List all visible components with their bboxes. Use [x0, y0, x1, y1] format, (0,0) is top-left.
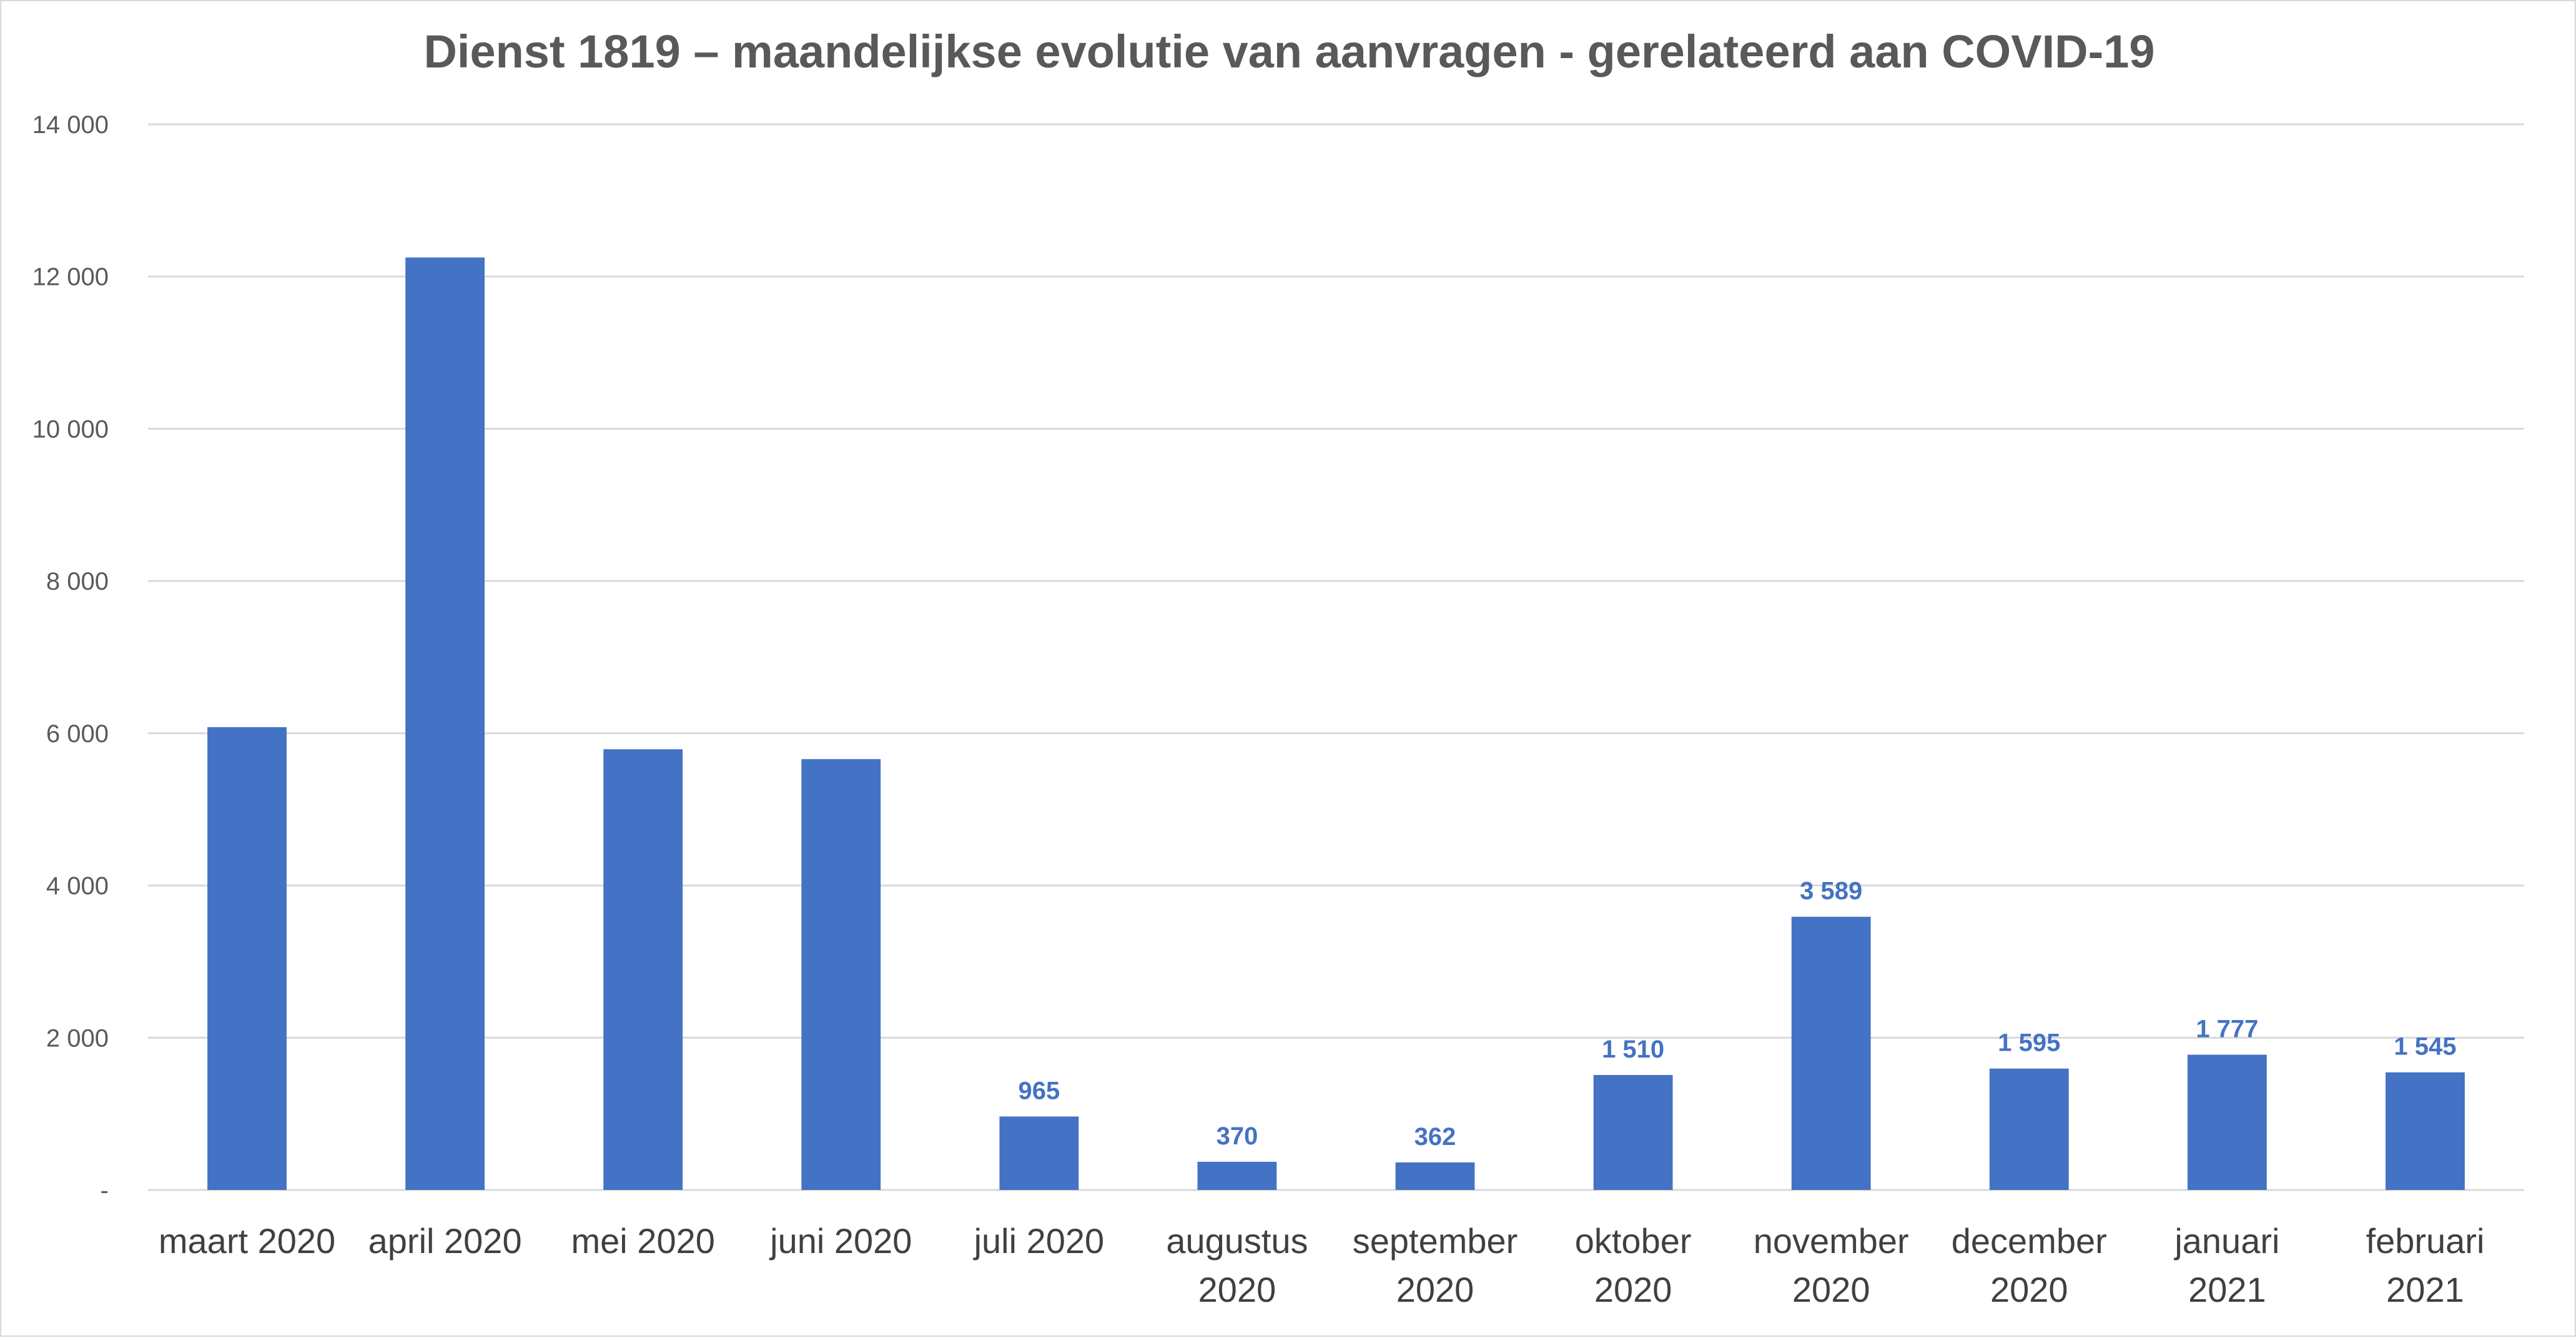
y-tick-label: 14 000: [32, 111, 109, 139]
x-axis-ticks: maart 2020 april 2020 mei 2020 juni 2020 jul…: [159, 1221, 2484, 1309]
x-tick-label: 2020: [1990, 1270, 2068, 1309]
data-label: 370: [1216, 1122, 1258, 1150]
data-label: 1 510: [1602, 1036, 1664, 1063]
gridlines: [148, 123, 2524, 1191]
x-tick-label: november: [1754, 1221, 1909, 1261]
x-tick-label: april 2020: [368, 1221, 522, 1261]
bar: [2187, 1054, 2267, 1190]
bar: [1197, 1161, 1277, 1190]
bar: [1593, 1074, 1673, 1190]
y-tick-label: 10 000: [32, 415, 109, 443]
bar: [1989, 1068, 2069, 1190]
y-tick-label: 8 000: [46, 568, 109, 595]
x-tick-label: juli 2020: [973, 1221, 1105, 1261]
x-tick-label: 2021: [2188, 1270, 2266, 1309]
bar: [2386, 1072, 2465, 1190]
x-tick-label: maart 2020: [159, 1221, 335, 1261]
chart-title: Dienst 1819 – maandelijkse evolutie van …: [423, 26, 2155, 77]
x-tick-label: januari: [2173, 1221, 2279, 1261]
x-tick-label: 2020: [1198, 1270, 1276, 1309]
bar: [405, 257, 485, 1190]
y-tick-label: -: [101, 1177, 109, 1204]
x-tick-label: 2020: [1594, 1270, 1672, 1309]
data-label: 1 595: [1998, 1029, 2060, 1057]
bar: [1395, 1162, 1475, 1190]
x-tick-label: december: [1952, 1221, 2107, 1261]
bar: [1791, 916, 1871, 1190]
x-tick-label: 2021: [2386, 1270, 2464, 1309]
bar: [603, 749, 683, 1190]
bars: [207, 257, 2465, 1190]
data-labels: 965 370 362 1 510 3 589 1 595 1 777 1 545: [1019, 878, 2457, 1151]
y-tick-label: 4 000: [46, 873, 109, 900]
x-tick-label: februari: [2366, 1221, 2485, 1261]
bar: [801, 759, 881, 1190]
bar: [999, 1116, 1079, 1190]
y-axis-ticks: - 2 000 4 000 6 000 8 000 10 000 12 000 14 000: [32, 111, 109, 1204]
x-tick-label: mei 2020: [571, 1221, 715, 1261]
y-tick-label: 2 000: [46, 1024, 109, 1052]
x-tick-label: oktober: [1575, 1221, 1692, 1261]
x-tick-label: 2020: [1792, 1270, 1870, 1309]
data-label: 362: [1414, 1123, 1456, 1151]
y-tick-label: 12 000: [32, 264, 109, 291]
data-label: 1 777: [2196, 1015, 2258, 1043]
x-tick-label: augustus: [1166, 1221, 1308, 1261]
y-tick-label: 6 000: [46, 720, 109, 748]
x-tick-label: september: [1353, 1221, 1518, 1261]
x-tick-label: 2020: [1396, 1270, 1474, 1309]
data-label: 965: [1019, 1077, 1060, 1104]
data-label: 3 589: [1800, 878, 1862, 905]
x-tick-label: juni 2020: [769, 1221, 912, 1261]
bar: [207, 727, 287, 1190]
data-label: 1 545: [2394, 1033, 2456, 1061]
